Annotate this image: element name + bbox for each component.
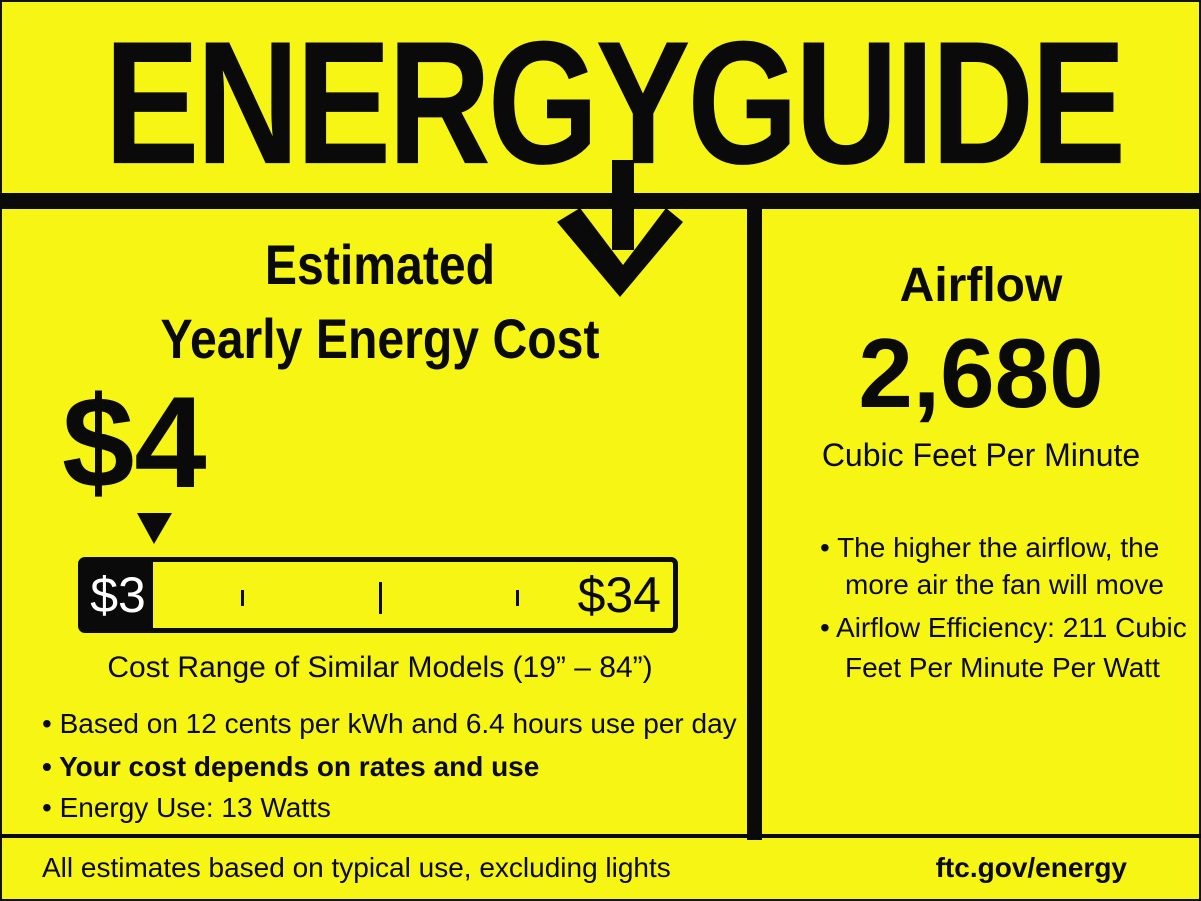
cost-range-label: Cost Range of Similar Models (19” – 84”) — [107, 651, 653, 684]
cost-bullet: • Based on 12 cents per kWh and 6.4 hour… — [42, 708, 737, 739]
cost-marker-icon — [137, 513, 172, 544]
airflow-heading: Airflow — [899, 259, 1063, 312]
range-high: $34 — [577, 567, 661, 623]
tick — [241, 590, 244, 606]
cost-range-bar: $3 $34 — [78, 557, 678, 633]
cost-bullet: • Energy Use: 13 Watts — [42, 792, 331, 823]
footer-divider — [0, 834, 1201, 838]
tick — [379, 582, 382, 614]
airflow-bullet: • The higher the airflow, the — [820, 532, 1160, 563]
airflow-bullet: • Airflow Efficiency: 211 Cubic — [820, 612, 1187, 643]
header-divider — [0, 193, 1201, 209]
footer-note: All estimates based on typical use, excl… — [42, 852, 671, 883]
column-divider — [747, 200, 762, 840]
ftc-link[interactable]: ftc.gov/energy — [935, 852, 1127, 883]
estimated-cost-value: $4 — [62, 369, 207, 515]
cost-heading-line2: Yearly Energy Cost — [160, 307, 600, 370]
range-low: $3 — [83, 562, 153, 628]
cost-heading-line1: Estimated — [264, 233, 496, 296]
airflow-unit: Cubic Feet Per Minute — [821, 437, 1141, 473]
cost-bullet: • Your cost depends on rates and use — [42, 751, 540, 782]
airflow-value: 2,680 — [858, 318, 1104, 428]
down-arrow-icon — [557, 160, 683, 297]
airflow-bullet-cont: more air the fan will move — [845, 569, 1165, 600]
airflow-bullet-cont: Feet Per Minute Per Watt — [845, 652, 1160, 683]
tick — [516, 590, 519, 606]
